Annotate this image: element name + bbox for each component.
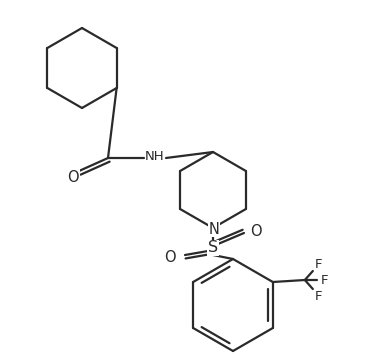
Text: O: O <box>250 223 262 239</box>
Text: F: F <box>315 290 323 303</box>
Text: NH: NH <box>145 151 165 164</box>
Text: F: F <box>321 274 329 286</box>
Text: O: O <box>164 249 176 265</box>
Text: N: N <box>209 222 219 236</box>
Text: F: F <box>315 257 323 270</box>
Text: O: O <box>67 169 79 185</box>
Text: S: S <box>208 240 218 256</box>
